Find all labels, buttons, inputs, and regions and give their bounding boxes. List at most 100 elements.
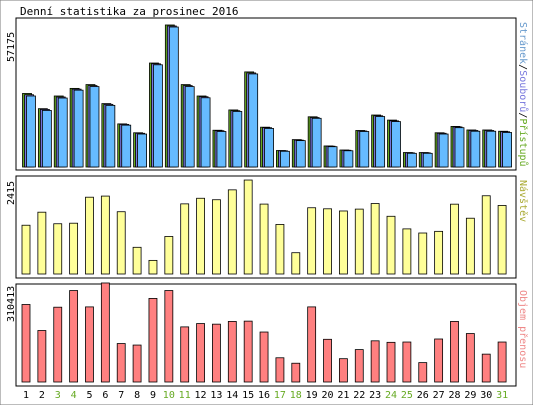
transfer-bar-day-8 [132, 344, 142, 383]
traffic-legend-label: Stránek/Souborů/Přístupů [517, 22, 529, 167]
transfer-max-label: 310413 [6, 286, 17, 322]
day-label-29: 29 [464, 390, 476, 401]
traffic-bar-Stránek-day-2 [41, 110, 52, 168]
transfer-legend-label: Objem přenosu [517, 290, 529, 368]
transfer-bar-day-23 [370, 340, 380, 383]
traffic-bar-Stránek-day-1 [26, 95, 36, 168]
transfer-bar-day-24 [386, 341, 396, 383]
legend-part-1-0: Návštěv [517, 180, 529, 222]
visits-bar-day-13 [212, 199, 221, 275]
visits-max-label: 2415 [6, 181, 17, 205]
chart-marks [21, 24, 513, 383]
transfer-bar-day-17 [275, 357, 285, 383]
chart-title: Denní statistika za prosinec 2016 [20, 5, 239, 18]
visits-bar-day-17 [275, 224, 285, 275]
day-label-28: 28 [448, 390, 460, 401]
day-label-2: 2 [39, 390, 45, 401]
visits-bar-day-21 [338, 210, 348, 275]
visits-bar-day-1 [21, 224, 31, 275]
visits-bar-day-31 [497, 205, 507, 275]
traffic-bar-Stránek-day-19 [311, 117, 322, 168]
visits-bar-day-26 [418, 232, 428, 275]
visits-bar-day-20 [323, 208, 332, 275]
visits-bar-day-7 [116, 211, 126, 275]
transfer-bar-day-16 [259, 331, 269, 383]
visits-bar-day-23 [370, 203, 380, 275]
transfer-bar-day-7 [116, 343, 126, 383]
traffic-bar-Stránek-day-24 [391, 121, 401, 168]
visits-bar-day-5 [85, 196, 94, 275]
day-label-1: 1 [23, 390, 29, 401]
visits-bar-day-10 [164, 236, 174, 275]
traffic-bar-Stránek-day-25 [406, 152, 417, 168]
traffic-bar-Stránek-day-30 [486, 130, 497, 168]
legend-part-0-4: Přístupů [517, 118, 529, 166]
transfer-bar-day-22 [354, 349, 364, 383]
traffic-bar-Stránek-day-29 [470, 130, 481, 168]
day-label-15: 15 [242, 390, 254, 401]
transfer-bar-day-19 [307, 306, 317, 383]
legend-part-0-3: / [517, 112, 528, 118]
traffic-bar-Stránek-day-20 [327, 146, 338, 168]
day-axis-labels: 1 2 3 4 5 6 7 8 9 10 11 12 13 14 15 16 17 18 19 20 21 22 23 24 2… [23, 390, 508, 401]
day-label-14: 14 [226, 390, 238, 401]
transfer-bar-day-6 [100, 282, 110, 383]
day-label-7: 7 [118, 390, 124, 401]
visits-bar-day-8 [132, 246, 142, 275]
day-label-16: 16 [258, 390, 270, 401]
visits-bar-day-4 [69, 222, 79, 275]
transfer-bar-day-18 [291, 362, 301, 383]
transfer-bar-day-31 [497, 341, 507, 383]
transfer-bar-day-1 [21, 304, 31, 383]
visits-bar-day-19 [307, 207, 317, 275]
day-label-5: 5 [86, 390, 92, 401]
transfer-bar-day-25 [402, 341, 412, 383]
day-label-17: 17 [274, 390, 286, 401]
transfer-bar-day-13 [212, 323, 221, 383]
traffic-bar-Stránek-day-4 [73, 89, 84, 168]
traffic-bar-Stránek-day-3 [57, 97, 68, 168]
transfer-bar-day-9 [148, 298, 158, 383]
traffic-bar-Stránek-day-23 [375, 116, 386, 168]
transfer-bar-day-27 [434, 338, 444, 383]
visits-bar-day-6 [100, 195, 110, 275]
visits-bar-day-9 [148, 259, 158, 275]
day-label-3: 3 [55, 390, 61, 401]
traffic-bar-Stránek-day-6 [105, 104, 116, 168]
transfer-bar-day-11 [180, 326, 190, 383]
legend-part-0-0: Stránek [517, 22, 529, 64]
traffic-bar-Stránek-day-9 [153, 64, 163, 168]
legend-part-2-0: Objem přenosu [517, 290, 529, 368]
traffic-bar-Stránek-day-10 [168, 26, 179, 168]
day-label-22: 22 [353, 390, 365, 401]
traffic-bar-Stránek-day-11 [184, 86, 195, 168]
visits-bar-day-24 [386, 215, 396, 275]
day-label-9: 9 [150, 390, 156, 401]
traffic-max-label: 57175 [6, 32, 17, 62]
traffic-bar-Stránek-day-7 [121, 124, 132, 168]
traffic-bar-Stránek-day-12 [200, 97, 211, 168]
day-label-26: 26 [417, 390, 429, 401]
day-label-24: 24 [385, 390, 397, 401]
traffic-bar-Stránek-day-17 [280, 150, 290, 168]
day-label-30: 30 [480, 390, 492, 401]
visits-bar-day-28 [450, 203, 459, 275]
visits-bar-day-30 [481, 195, 491, 275]
transfer-bar-day-15 [243, 320, 253, 383]
traffic-bar-Stránek-day-26 [422, 152, 433, 168]
transfer-bar-day-28 [450, 321, 459, 383]
visits-bar-day-12 [196, 197, 205, 275]
day-label-10: 10 [163, 390, 175, 401]
day-label-31: 31 [496, 390, 508, 401]
traffic-bar-Stránek-day-22 [359, 131, 370, 168]
visits-bar-day-11 [180, 203, 190, 275]
visits-bar-day-27 [434, 230, 444, 275]
visits-bar-day-16 [259, 203, 269, 275]
transfer-bar-day-5 [85, 306, 94, 383]
day-label-13: 13 [210, 390, 222, 401]
visits-bar-day-29 [465, 217, 475, 275]
transfer-bar-day-4 [69, 290, 79, 383]
traffic-bar-Stránek-day-27 [438, 133, 449, 168]
transfer-bar-day-21 [338, 358, 348, 383]
transfer-bar-day-26 [418, 362, 428, 383]
